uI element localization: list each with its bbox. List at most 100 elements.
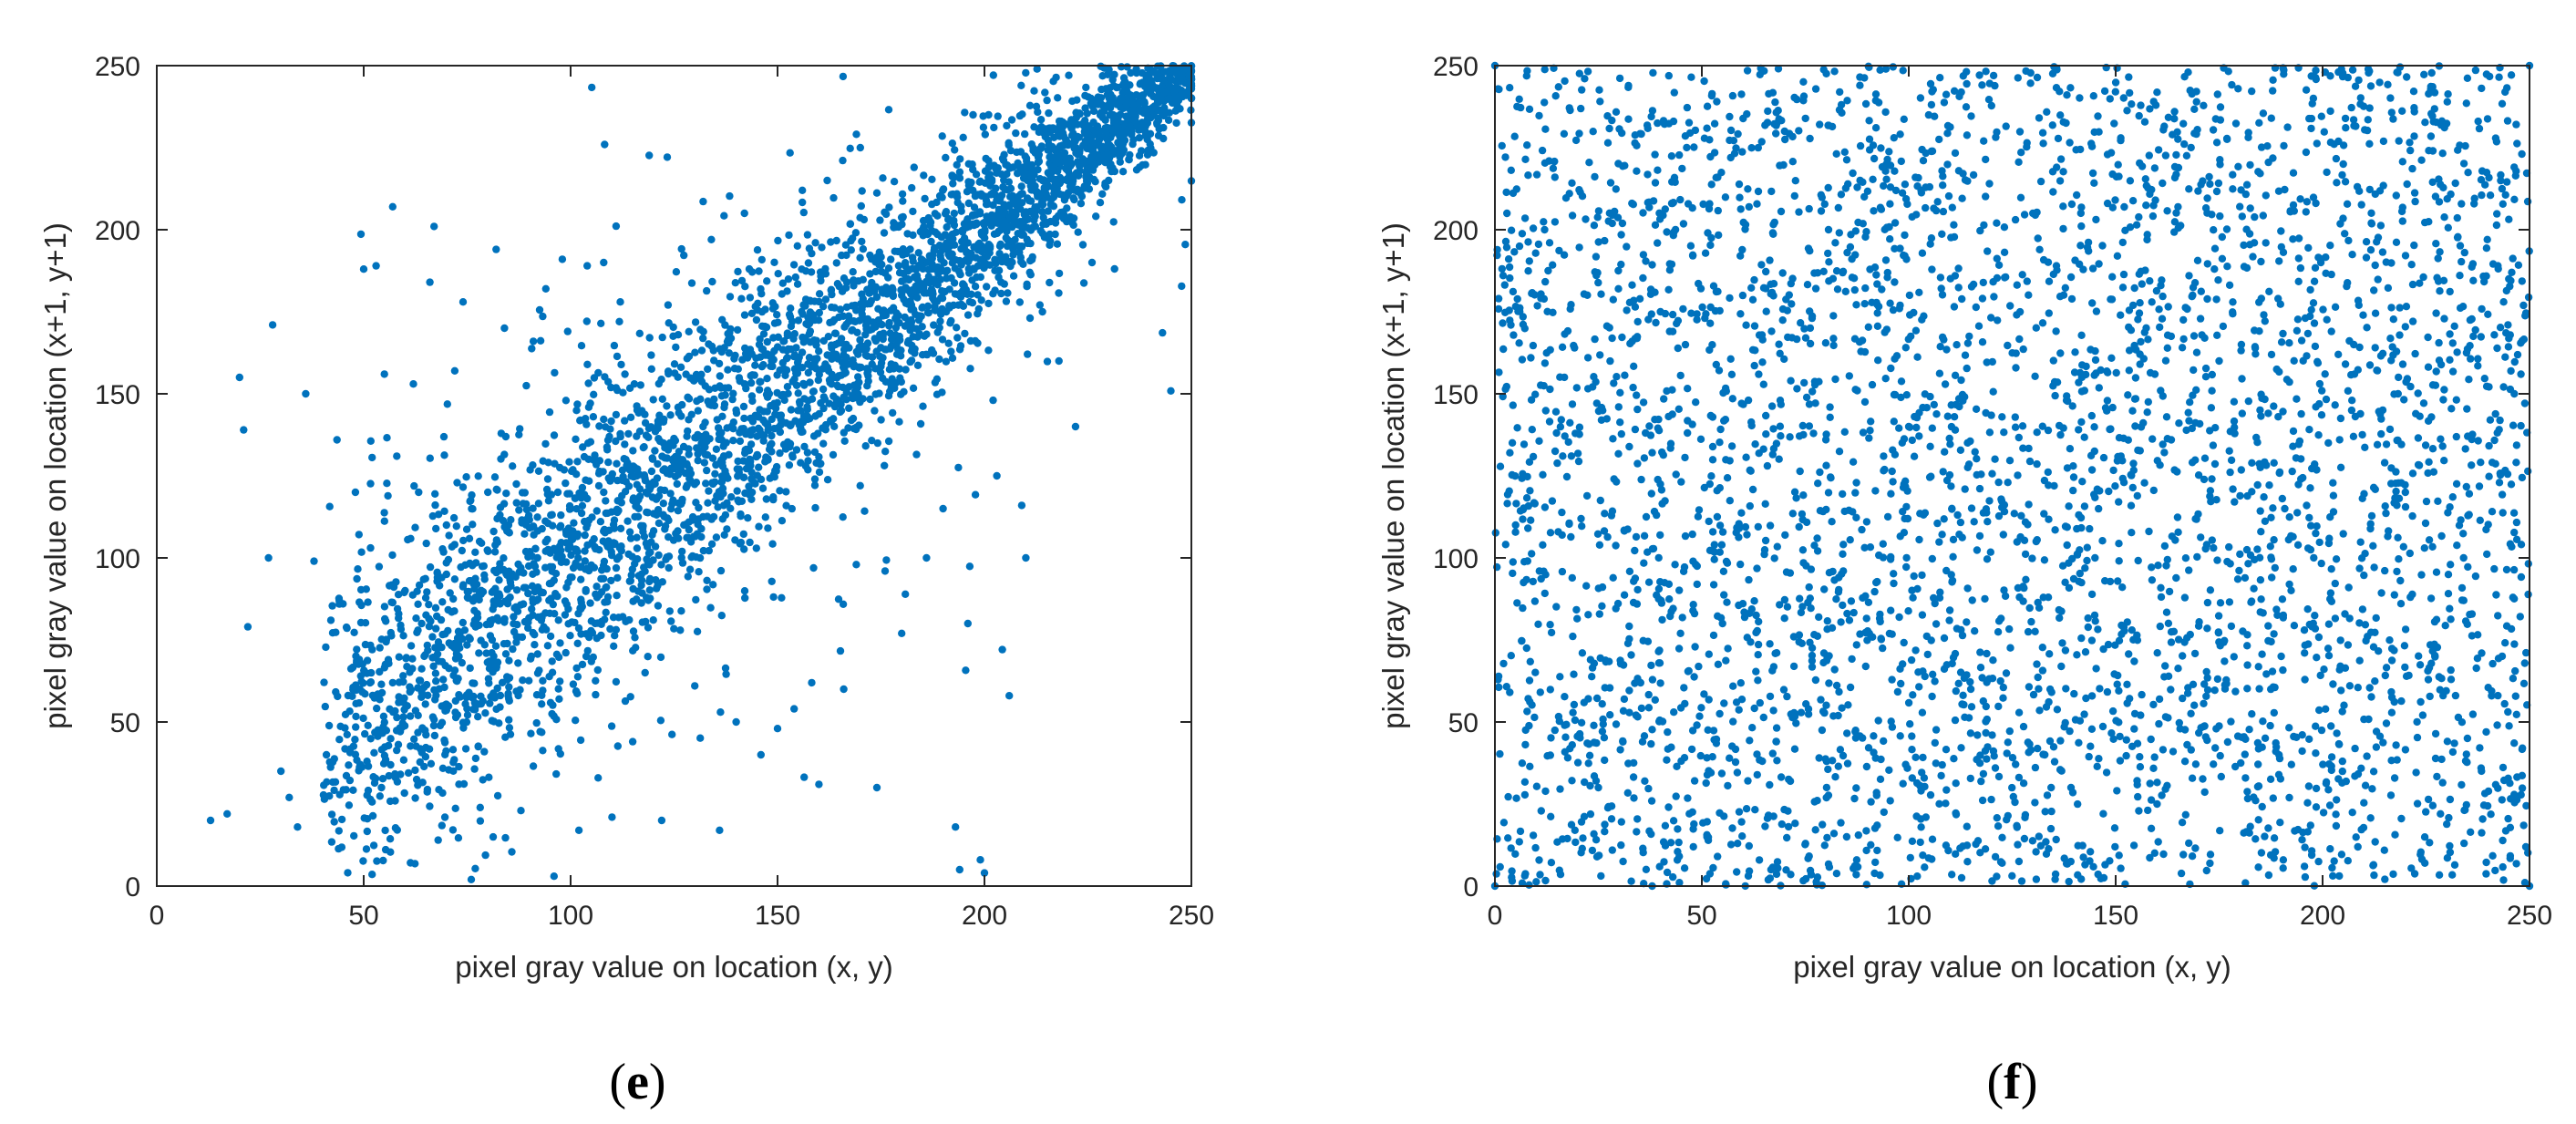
- scatter-point: [412, 614, 420, 623]
- scatter-point: [1757, 261, 1766, 269]
- scatter-point: [438, 545, 447, 553]
- scatter-point: [1176, 105, 1184, 113]
- scatter-point: [699, 334, 707, 343]
- scatter-point: [493, 514, 501, 523]
- scatter-point: [1036, 175, 1045, 183]
- scatter-point: [2486, 416, 2495, 424]
- scatter-point: [455, 691, 463, 699]
- scatter-point: [2118, 583, 2127, 592]
- scatter-point: [906, 245, 914, 253]
- scatter-point: [723, 525, 731, 533]
- scatter-point: [654, 551, 663, 560]
- scatter-point: [498, 678, 507, 686]
- scatter-point: [696, 395, 705, 403]
- scatter-point: [821, 360, 829, 368]
- scatter-point: [512, 480, 520, 489]
- scatter-point: [2386, 335, 2395, 343]
- scatter-point: [613, 592, 621, 600]
- scatter-point: [514, 691, 522, 700]
- scatter-point: [455, 762, 463, 771]
- scatter-point: [361, 690, 369, 698]
- scatter-point: [2502, 565, 2511, 574]
- scatter-point: [645, 586, 654, 594]
- scatter-point: [1027, 186, 1036, 194]
- scatter-point: [1608, 334, 1616, 343]
- scatter-point: [1882, 175, 1891, 183]
- scatter-point: [1830, 67, 1839, 76]
- scatter-point: [648, 531, 656, 539]
- scatter-point: [649, 396, 657, 404]
- y-tick-label: 100: [95, 544, 140, 574]
- scatter-point: [762, 495, 770, 503]
- scatter-point: [729, 437, 737, 445]
- scatter-point: [2214, 276, 2222, 284]
- scatter-point: [770, 346, 778, 356]
- scatter-point: [1601, 756, 1609, 765]
- scatter-point: [1558, 343, 1567, 351]
- scatter-point: [1003, 242, 1012, 251]
- scatter-point: [592, 634, 601, 643]
- scatter-point: [685, 327, 693, 335]
- scatter-point: [355, 699, 364, 707]
- scatter-point: [575, 489, 583, 498]
- scatter-point: [443, 400, 451, 408]
- scatter-point: [1687, 309, 1695, 317]
- scatter-point: [2190, 332, 2199, 340]
- scatter-point: [1932, 410, 1941, 418]
- scatter-point: [631, 512, 639, 521]
- scatter-point: [1811, 284, 1820, 293]
- scatter-point: [1078, 241, 1087, 249]
- scatter-point: [821, 295, 830, 304]
- scatter-point: [1940, 98, 1949, 107]
- scatter-point: [1178, 282, 1186, 291]
- scatter-point: [1645, 422, 1654, 430]
- scatter-point: [1539, 470, 1547, 479]
- scatter-point: [614, 614, 623, 622]
- scatter-point: [1726, 840, 1736, 849]
- scatter-point: [759, 330, 768, 338]
- scatter-point: [2019, 345, 2027, 354]
- scatter-point: [651, 447, 659, 455]
- scatter-point: [1128, 107, 1137, 115]
- scatter-point: [740, 380, 749, 388]
- scatter-point: [644, 624, 653, 632]
- scatter-point: [753, 432, 761, 440]
- scatter-point: [1055, 269, 1064, 278]
- scatter-point: [677, 607, 685, 615]
- scatter-point: [740, 414, 748, 423]
- scatter-point: [997, 253, 1005, 263]
- scatter-point: [785, 461, 794, 469]
- x-tick-label: 0: [149, 901, 165, 931]
- y-axis-label-e: pixel gray value on location (x+1, y+1): [38, 222, 72, 729]
- scatter-point: [592, 676, 600, 685]
- scatter-point: [1928, 835, 1937, 843]
- scatter-point: [2128, 529, 2136, 537]
- scatter-point: [411, 766, 419, 775]
- scatter-point: [469, 692, 478, 701]
- scatter-point: [583, 262, 592, 270]
- scatter-point: [368, 811, 377, 820]
- scatter-point: [459, 618, 467, 627]
- scatter-point: [617, 360, 625, 369]
- scatter-point: [1110, 264, 1118, 273]
- scatter-point: [562, 530, 571, 539]
- scatter-point: [532, 568, 541, 576]
- scatter-point: [989, 290, 997, 298]
- scatter-point: [1037, 123, 1046, 131]
- scatter-point: [669, 463, 678, 471]
- scatter-point: [815, 468, 824, 477]
- scatter-point: [665, 469, 675, 479]
- scatter-point: [898, 190, 907, 199]
- scatter-point: [881, 461, 889, 469]
- scatter-point: [818, 243, 826, 252]
- scatter-point: [595, 546, 603, 554]
- scatter-point: [302, 389, 310, 398]
- scatter-point: [504, 689, 512, 697]
- scatter-point: [489, 527, 498, 536]
- scatter-point: [492, 245, 500, 253]
- scatter-point: [1025, 268, 1034, 276]
- scatter-point: [564, 620, 572, 628]
- scatter-point: [343, 730, 351, 738]
- scatter-point: [984, 346, 993, 355]
- scatter-point: [395, 678, 404, 686]
